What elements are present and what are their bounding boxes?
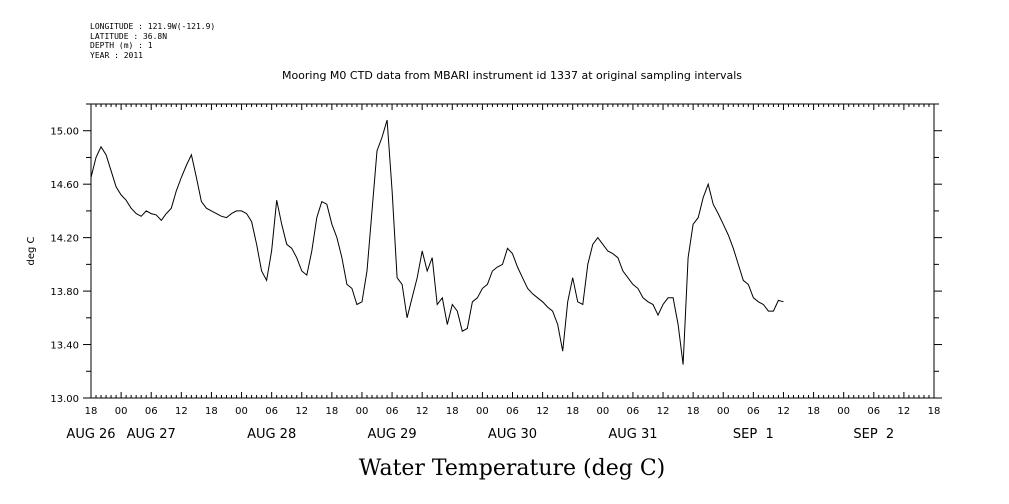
x-tick-label: 00 xyxy=(476,406,489,417)
y-tick-label: 13.00 xyxy=(50,394,79,405)
x-tick-label: 12 xyxy=(898,406,911,417)
x-tick-labels: 18 00 06 12 18 00 06 12 18 00 06 12 18 00 06 12 18 00 06 12… xyxy=(85,406,941,417)
date-label: AUG 30 xyxy=(488,427,537,442)
x-tick-label: 18 xyxy=(85,406,98,417)
latitude-label: LATITUDE : 36.8N xyxy=(90,31,168,41)
date-label: AUG 31 xyxy=(608,427,657,442)
x-tick-label: 18 xyxy=(566,406,579,417)
x-tick-label: 06 xyxy=(386,406,399,417)
x-tick-label: 18 xyxy=(687,406,700,417)
plot-frame xyxy=(90,103,935,399)
year-label: YEAR : 2011 xyxy=(90,50,143,60)
y-tick-label: 14.60 xyxy=(50,180,79,191)
x-tick-label: 18 xyxy=(446,406,459,417)
x-tick-label: 00 xyxy=(717,406,730,417)
x-tick-label: 12 xyxy=(416,406,429,417)
axis-ticks xyxy=(83,103,942,399)
date-label: AUG 28 xyxy=(247,427,296,442)
x-tick-label: 00 xyxy=(356,406,369,417)
x-tick-label: 06 xyxy=(506,406,519,417)
x-tick-label: 12 xyxy=(295,406,308,417)
y-tick-label: 13.40 xyxy=(50,341,79,352)
x-tick-label: 18 xyxy=(325,406,338,417)
x-tick-label: 00 xyxy=(235,406,248,417)
x-tick-label: 18 xyxy=(928,406,941,417)
depth-label: DEPTH (m) : 1 xyxy=(90,41,153,50)
x-tick-label: 06 xyxy=(145,406,158,417)
y-tick-label: 15.00 xyxy=(50,127,79,138)
date-labels: AUG 26 AUG 27 AUG 28 AUG 29 AUG 30 AUG 31 SEP … xyxy=(66,427,894,442)
temperature-line xyxy=(90,119,784,365)
longitude-label: LONGITUDE : 121.9W(-121.9) xyxy=(90,22,216,31)
x-tick-label: 06 xyxy=(747,406,760,417)
y-axis-label: deg C xyxy=(26,236,37,265)
y-tick-label: 13.80 xyxy=(50,287,79,298)
station-metadata: LONGITUDE : 121.9W(-121.9) LATITUDE : 36… xyxy=(90,22,215,60)
x-tick-label: 06 xyxy=(867,406,880,417)
date-label: AUG 26 xyxy=(66,427,115,442)
x-tick-label: 12 xyxy=(536,406,549,417)
chart-title: Mooring M0 CTD data from MBARI instrumen… xyxy=(282,69,742,82)
x-tick-label: 06 xyxy=(265,406,278,417)
x-tick-label: 06 xyxy=(627,406,640,417)
date-label: AUG 27 xyxy=(127,427,176,442)
x-axis-label: Water Temperature (deg C) xyxy=(359,456,666,481)
date-label: AUG 29 xyxy=(367,427,416,442)
x-tick-label: 12 xyxy=(175,406,188,417)
y-tick-labels: 13.00 13.40 13.80 14.20 14.60 15.00 xyxy=(50,127,79,405)
x-tick-label: 00 xyxy=(837,406,850,417)
x-tick-label: 00 xyxy=(596,406,609,417)
x-tick-label: 00 xyxy=(115,406,128,417)
y-tick-label: 14.20 xyxy=(50,234,79,245)
x-tick-label: 18 xyxy=(205,406,218,417)
date-label: SEP 2 xyxy=(853,427,894,442)
x-tick-label: 18 xyxy=(807,406,820,417)
x-tick-label: 12 xyxy=(777,406,790,417)
x-tick-label: 12 xyxy=(657,406,670,417)
date-label: SEP 1 xyxy=(733,427,774,442)
